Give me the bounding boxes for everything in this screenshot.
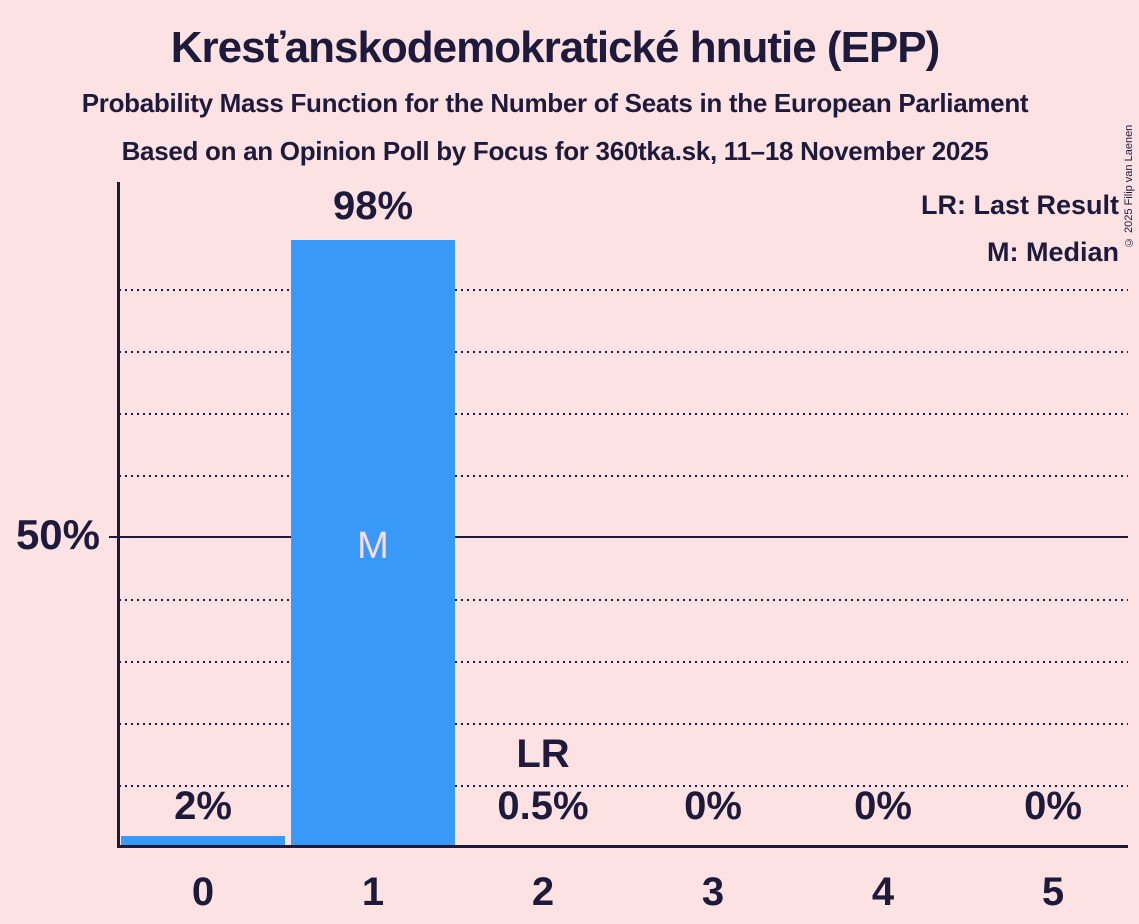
gridline-20pct [119, 723, 1128, 725]
bar-value-label: 0% [1024, 784, 1082, 828]
bar-value-label: 0% [854, 784, 912, 828]
gridline-30pct [119, 661, 1128, 663]
fifty-percent-line [109, 536, 1128, 538]
x-tick-label: 3 [701, 870, 725, 914]
x-tick-label: 1 [361, 870, 385, 914]
bar-value-label: 0.5% [497, 784, 589, 828]
gridline-90pct [119, 289, 1128, 291]
bar-value-label: 0% [684, 784, 742, 828]
bar-value-label: 2% [174, 784, 232, 828]
gridline-80pct [119, 351, 1128, 353]
median-marker: M [357, 525, 389, 567]
x-axis-line [117, 845, 1128, 848]
legend-last-result: LR: Last Result [920, 190, 1119, 220]
y-axis-line [117, 182, 120, 848]
chart-source-line: Based on an Opinion Poll by Focus for 36… [121, 136, 989, 166]
gridline-60pct [119, 475, 1128, 477]
x-tick-label: 2 [531, 870, 555, 914]
chart-title: Kresťanskodemokratické hnutie (EPP) [170, 23, 941, 72]
gridline-10pct [119, 785, 1128, 787]
y-axis-50-label: 50% [15, 511, 100, 558]
x-tick-label: 5 [1041, 870, 1065, 914]
copyright-notice: © 2025 Filip van Laenen [1123, 124, 1135, 248]
last-result-marker: LR [516, 732, 570, 776]
bar-value-label: 98% [332, 184, 414, 228]
bar-seats-1 [291, 240, 455, 848]
x-tick-label: 4 [871, 870, 895, 914]
x-tick-label: 0 [191, 870, 215, 914]
chart-subtitle: Probability Mass Function for the Number… [81, 88, 1029, 118]
chart-legend: LR: Last Result M: Median [921, 182, 1119, 276]
legend-median: M: Median [987, 237, 1119, 267]
gridline-40pct [119, 599, 1128, 601]
gridline-70pct [119, 413, 1128, 415]
